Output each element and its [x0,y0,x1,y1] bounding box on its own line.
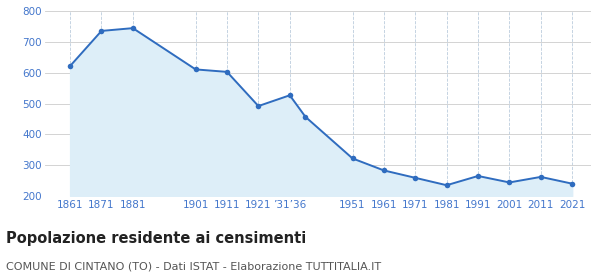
Point [442,183,451,188]
Point [65,64,75,68]
Point [128,26,137,30]
Point [473,174,483,178]
Point [568,181,577,186]
Point [254,104,263,108]
Text: Popolazione residente ai censimenti: Popolazione residente ai censimenti [6,231,306,246]
Point [301,115,310,119]
Point [97,29,106,33]
Point [191,67,200,72]
Point [410,176,420,180]
Point [348,156,358,161]
Point [222,70,232,74]
Point [379,168,389,173]
Text: COMUNE DI CINTANO (TO) - Dati ISTAT - Elaborazione TUTTITALIA.IT: COMUNE DI CINTANO (TO) - Dati ISTAT - El… [6,262,381,272]
Point [285,93,295,97]
Point [536,175,545,179]
Point [505,180,514,185]
